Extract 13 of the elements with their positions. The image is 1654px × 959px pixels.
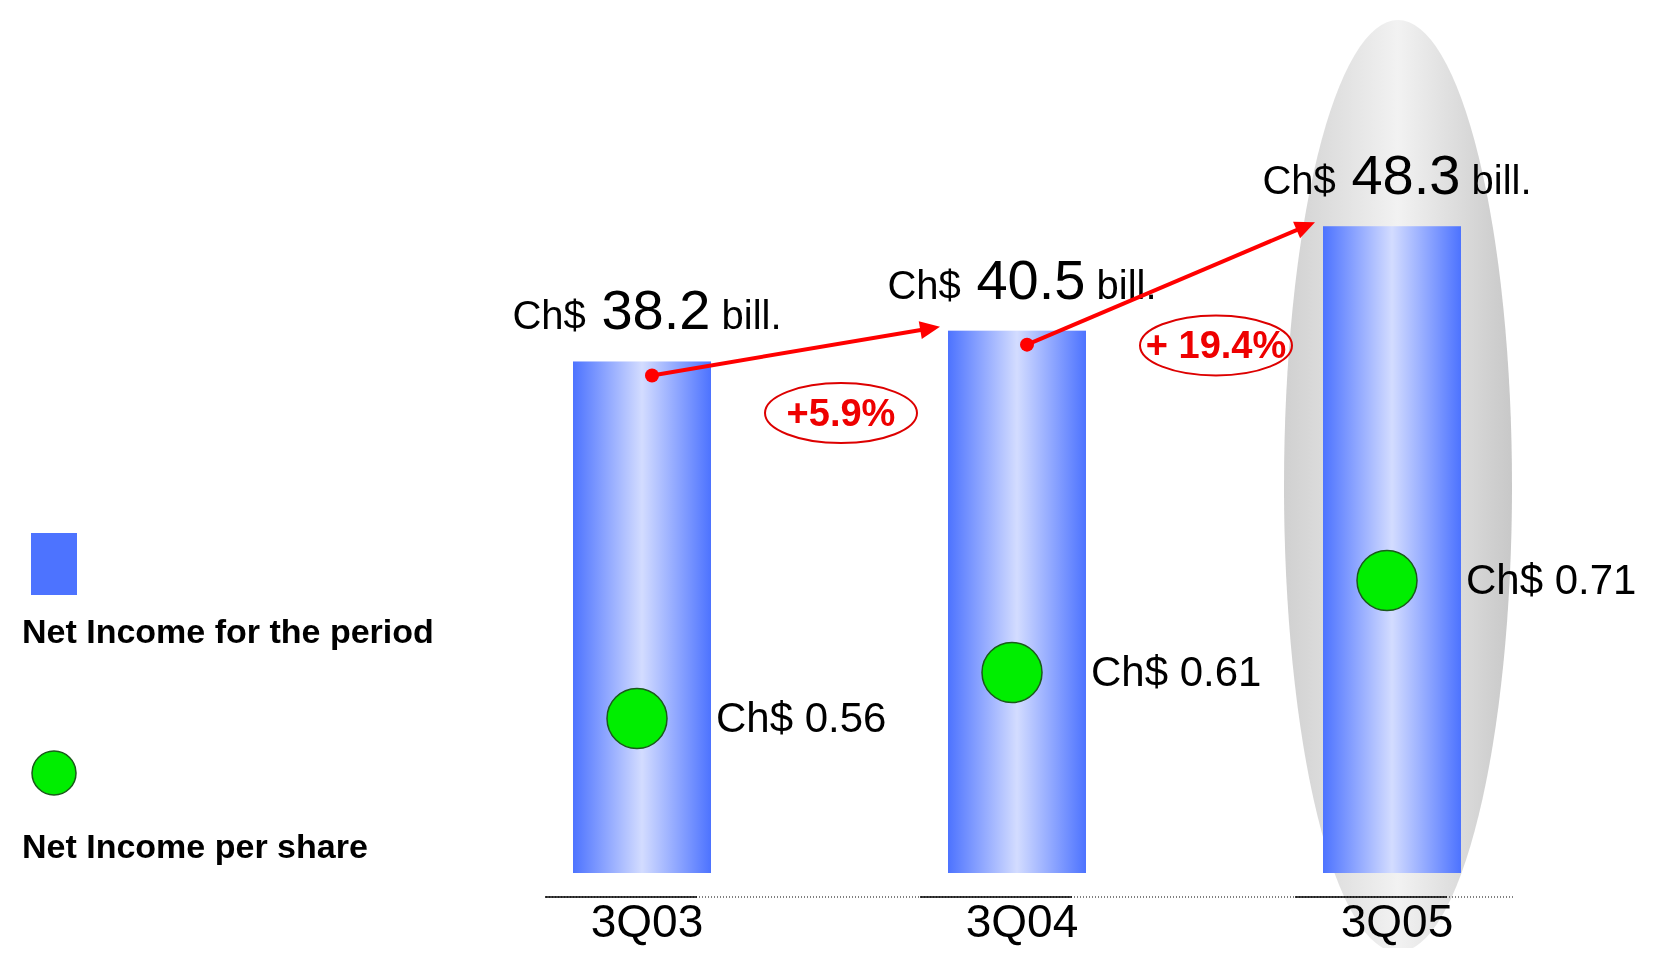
x-tick-label: 3Q03 bbox=[590, 895, 704, 947]
data-label: Ch$ 40.5 bill. bbox=[887, 247, 1157, 311]
annotation: +5.9% bbox=[786, 392, 896, 435]
x-tick-label: 3Q04 bbox=[965, 895, 1079, 947]
legend-label: Net Income per share bbox=[22, 827, 368, 865]
data-label: Ch$ 0.56 bbox=[716, 694, 887, 742]
data-label: Ch$ 0.61 bbox=[1091, 648, 1262, 696]
data-label: Ch$ 48.3 bill. bbox=[1262, 143, 1532, 207]
data-label: Ch$ 38.2 bill. bbox=[512, 278, 782, 342]
data-label: Ch$ 0.71 bbox=[1466, 556, 1637, 604]
legend-label: Net Income for the period bbox=[22, 612, 434, 650]
annotation: + 19.4% bbox=[1145, 324, 1287, 367]
x-tick-label: 3Q05 bbox=[1340, 895, 1454, 947]
